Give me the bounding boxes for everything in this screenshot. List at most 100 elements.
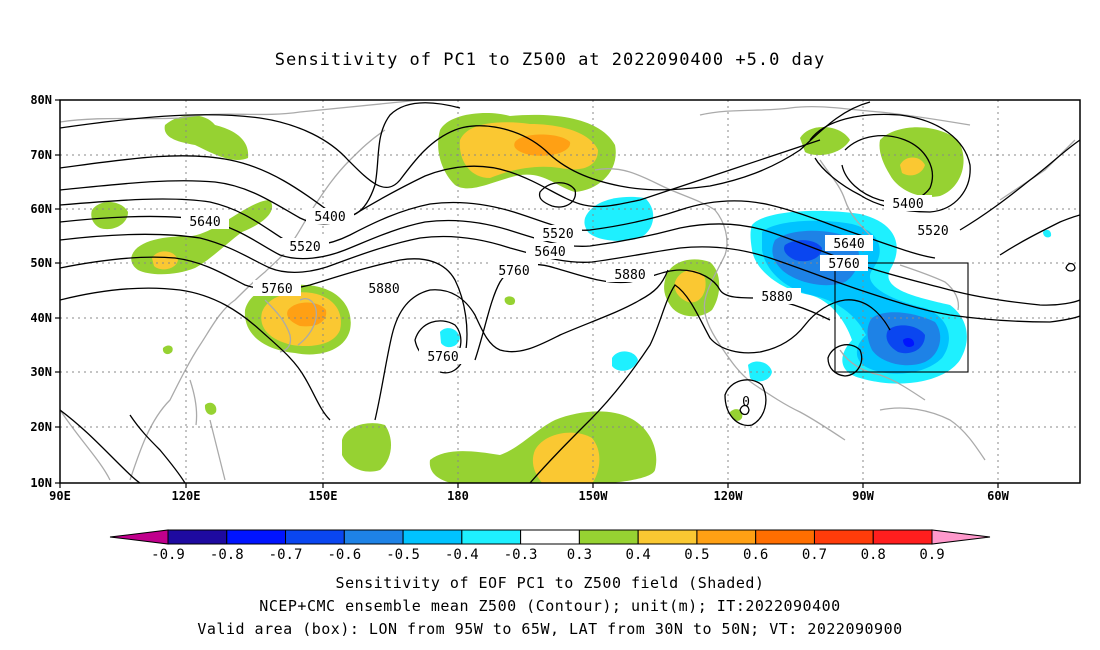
contour-label: 5760 [261, 282, 292, 297]
colorbar-label: 0.7 [802, 547, 827, 563]
lat-label: 70N [30, 148, 52, 162]
axis-ticks [55, 99, 999, 488]
positive-area [514, 134, 571, 156]
contour-line [60, 215, 1080, 306]
colorbar-label: 0.8 [861, 547, 886, 563]
coastline [879, 407, 986, 461]
colorbar-swatch [872, 529, 933, 545]
coastline [209, 419, 226, 481]
colorbar-label: 0.9 [919, 547, 944, 563]
positive-area [342, 423, 392, 472]
positive-area [287, 302, 327, 327]
sensitivity-shading [91, 112, 1052, 483]
colorbar-swatch [343, 529, 404, 545]
contour-line [959, 139, 1080, 231]
positive-area [91, 201, 128, 230]
negative-area [784, 240, 822, 262]
contour-line [841, 135, 934, 203]
lon-labels: 90E 120E 150E 180 150W 120W 90W 60W [49, 489, 1009, 503]
contour-line [827, 344, 863, 377]
contour-labels: 5400 5640 5520 5760 5880 5760 5520 5640 … [181, 195, 957, 410]
positive-area [900, 157, 925, 176]
contour-label: 5640 [189, 215, 220, 230]
lat-label: 80N [30, 93, 52, 107]
coastline [264, 299, 292, 353]
lat-label: 40N [30, 311, 52, 325]
contour-line [739, 404, 750, 416]
positive-area [164, 115, 249, 161]
coastline [899, 264, 960, 311]
lat-label: 20N [30, 420, 52, 434]
contour-label: 5760 [498, 264, 529, 279]
contour-label: 5400 [892, 197, 923, 212]
contour-line [809, 113, 971, 213]
lat-labels: 80N 70N 60N 50N 40N 30N 20N 10N [30, 93, 52, 490]
colorbar-swatch [520, 529, 580, 545]
contour-label: 5520 [542, 227, 573, 242]
lat-label: 60N [30, 202, 52, 216]
colorbar-label: 0.5 [684, 547, 709, 563]
coastline [189, 379, 198, 426]
colorbar-swatch [285, 529, 345, 545]
positive-area [131, 200, 273, 275]
contour-line [529, 284, 891, 483]
coastline [999, 139, 1076, 201]
colorbar-label: -0.6 [327, 547, 361, 563]
colorbar-swatch [696, 529, 757, 545]
caption-shaded: Sensitivity of EOF PC1 to Z500 field (Sh… [335, 574, 765, 592]
lat-lon-grid [60, 100, 1080, 483]
coastlines [60, 100, 1076, 481]
lon-label: 150E [309, 489, 338, 503]
colorbar-swatch [813, 529, 874, 545]
valid-area-box [834, 262, 969, 373]
colorbar-swatch [226, 529, 287, 545]
lon-label: 90W [852, 489, 874, 503]
contour-line [60, 198, 936, 259]
positive-area [504, 296, 516, 306]
contour-line [60, 409, 141, 483]
contour-line [60, 256, 468, 374]
contour-line [60, 287, 331, 421]
colorbar-swatch [637, 529, 698, 545]
coastline [60, 409, 111, 481]
negative-area [612, 351, 638, 371]
contour-line [724, 379, 767, 427]
colorbar-swatch [402, 529, 463, 545]
caption-contour: NCEP+CMC ensemble mean Z500 (Contour); u… [259, 597, 841, 615]
negative-area [1043, 229, 1052, 238]
contour-line [60, 233, 1080, 323]
colorbar-swatch [167, 529, 228, 545]
negative-area [748, 361, 772, 382]
coastline [60, 100, 421, 123]
lon-label: 60W [987, 489, 1009, 503]
colorbar-label: 0.4 [626, 547, 651, 563]
contour-label: 5880 [368, 282, 399, 297]
positive-area [532, 432, 600, 483]
positive-area [162, 345, 173, 355]
contour-line [129, 414, 186, 483]
negative-area [440, 328, 460, 348]
contour-line [60, 101, 871, 191]
colorbar-label: -0.3 [504, 547, 538, 563]
coastline [129, 129, 386, 481]
colorbar-label: -0.5 [386, 547, 420, 563]
colorbar-upper-triangle [931, 529, 991, 545]
coastline [819, 159, 871, 236]
contour-label: 5520 [917, 224, 948, 239]
colorbar-swatch [461, 529, 522, 545]
contour-label: 5640 [833, 237, 864, 252]
contour-label: 5880 [614, 268, 645, 283]
positive-area [800, 126, 850, 156]
lon-label: 180 [447, 489, 469, 503]
contour-line [374, 269, 669, 421]
contour-label: 5640 [534, 245, 565, 260]
plot-frame [59, 99, 1081, 484]
colorbar-swatch [755, 529, 815, 545]
colorbar-label: -0.9 [151, 547, 185, 563]
positive-area [152, 251, 178, 270]
contour-line [1065, 262, 1076, 272]
colorbar-label: 0.6 [743, 547, 768, 563]
lon-label: 120E [172, 489, 201, 503]
contour-label: 5880 [761, 290, 792, 305]
